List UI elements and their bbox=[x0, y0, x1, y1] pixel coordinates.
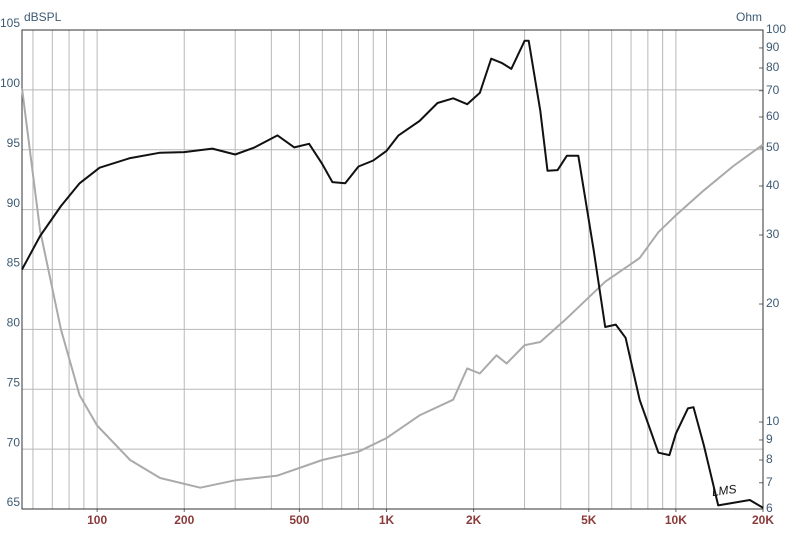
y2-tick-label: 8 bbox=[766, 452, 773, 466]
y-tick-label: 65 bbox=[7, 495, 21, 509]
series-line bbox=[21, 88, 764, 489]
y2-tick-label: 9 bbox=[766, 432, 773, 446]
x-tick-label: 20K bbox=[752, 513, 774, 527]
annotation: LMS bbox=[711, 482, 737, 499]
x-tick-label: 10K bbox=[665, 513, 687, 527]
y2-tick-label: 60 bbox=[766, 109, 780, 123]
y2-tick-label: 100 bbox=[766, 22, 786, 36]
y-tick-label: 95 bbox=[7, 136, 21, 150]
y2-tick-label: 50 bbox=[766, 140, 780, 154]
x-tick-label: 500 bbox=[289, 513, 309, 527]
y2-tick-label: 20 bbox=[766, 296, 780, 310]
y-tick-label: 105 bbox=[0, 16, 20, 30]
y-tick-label: 75 bbox=[7, 375, 21, 389]
series-line bbox=[21, 39, 764, 509]
y2-tick-label: 30 bbox=[766, 227, 780, 241]
x-tick-label: 1K bbox=[379, 513, 395, 527]
y2-axis-label: Ohm bbox=[736, 10, 762, 24]
y2-tick-label: 80 bbox=[766, 60, 780, 74]
y-tick-label: 100 bbox=[0, 76, 20, 90]
x-tick-label: 100 bbox=[87, 513, 107, 527]
y-tick-label: 85 bbox=[7, 256, 21, 270]
y2-tick-label: 40 bbox=[766, 178, 780, 192]
y2-tick-label: 6 bbox=[766, 501, 773, 515]
y-axis-label: dBSPL bbox=[24, 10, 62, 24]
y-tick-label: 90 bbox=[7, 196, 21, 210]
y2-tick-label: 90 bbox=[766, 40, 780, 54]
y2-tick-label: 7 bbox=[766, 475, 773, 489]
x-tick-label: 200 bbox=[174, 513, 194, 527]
x-tick-label: 2K bbox=[466, 513, 482, 527]
y2-tick-label: 70 bbox=[766, 83, 780, 97]
x-tick-label: 5K bbox=[581, 513, 597, 527]
y2-tick-label: 10 bbox=[766, 414, 780, 428]
y-tick-label: 70 bbox=[7, 435, 21, 449]
y-tick-label: 80 bbox=[7, 316, 21, 330]
